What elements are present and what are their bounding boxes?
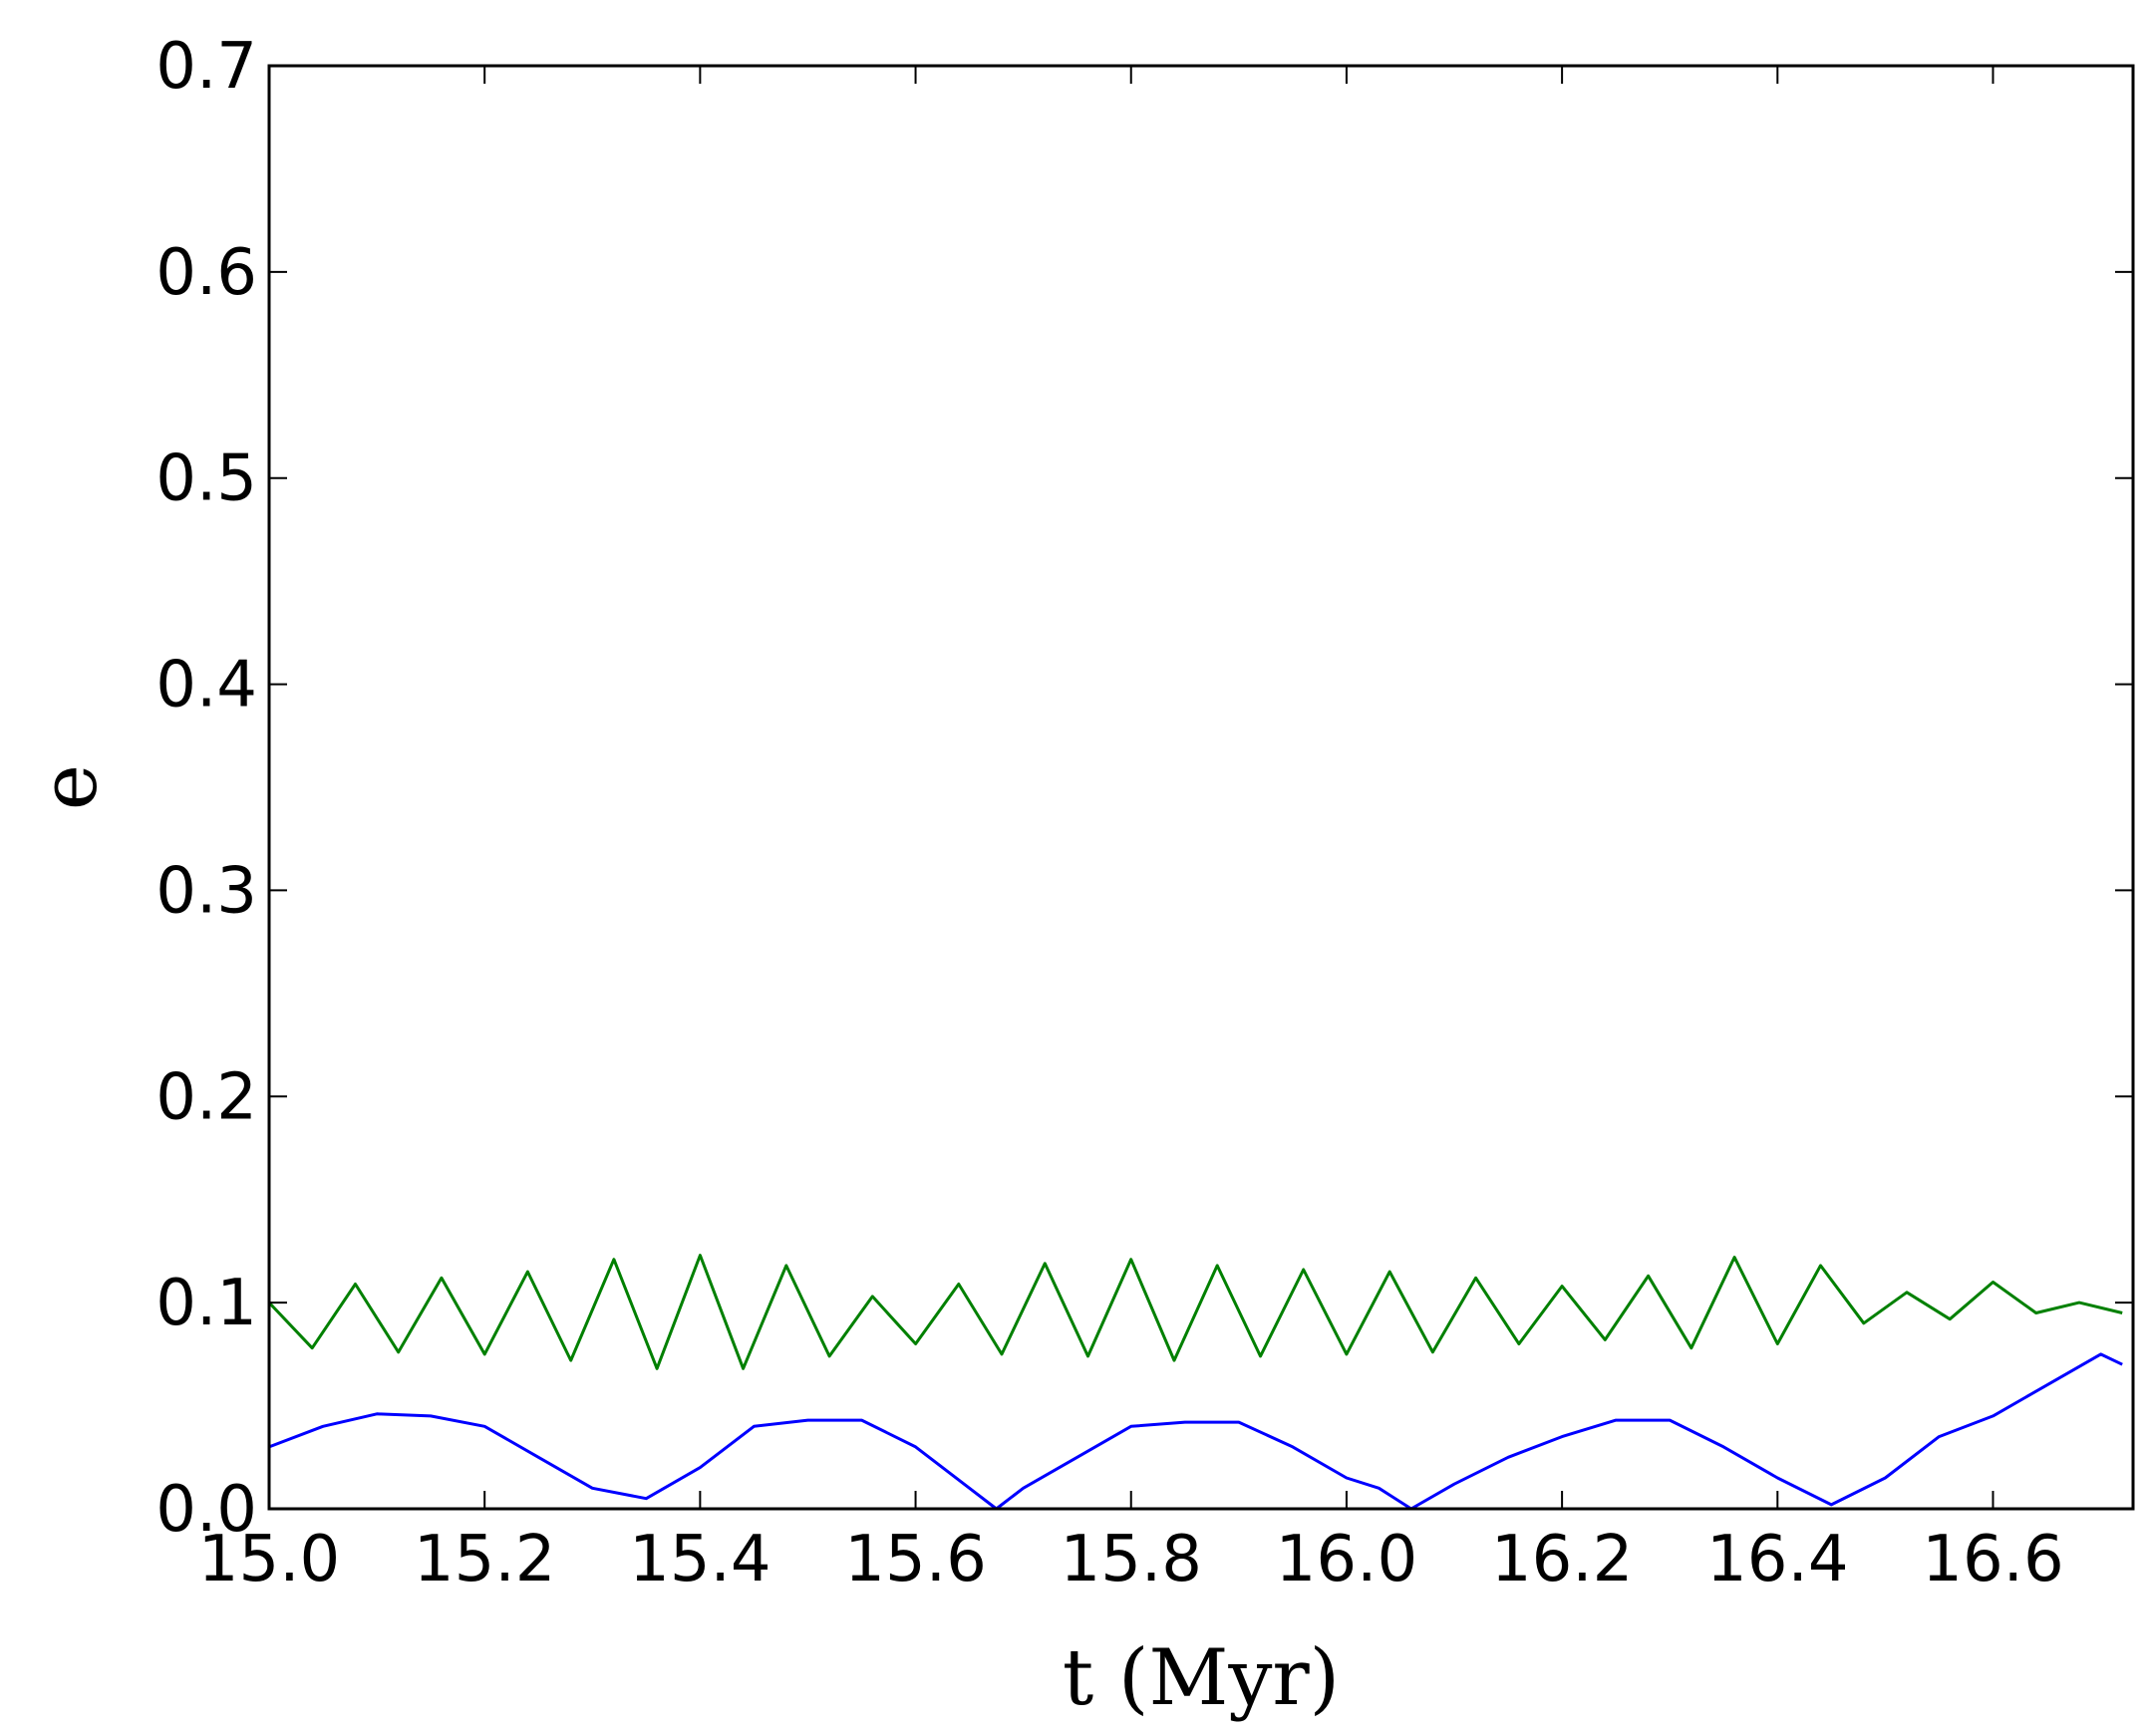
- y-tick-label: 0.4: [155, 649, 257, 723]
- series-line-1: [267, 1254, 2123, 1370]
- x-tick-label: 15.8: [1060, 1523, 1202, 1596]
- tick-layer: 15.0 15.2 15.4 15.6 15.8 16.0 16.2 16.4 16.6 0.0 0…: [155, 30, 2133, 1596]
- plot-frame: [267, 64, 2135, 1511]
- x-axis-label: t (Myr): [1063, 1633, 1340, 1723]
- y-tick-label: 0.3: [155, 854, 257, 928]
- y-tick-label: 0.5: [155, 442, 257, 516]
- series-layer: [267, 1254, 2123, 1511]
- y-tick-label: 0.6: [155, 236, 257, 310]
- x-tick-label: 15.0: [198, 1523, 341, 1596]
- y-axis-label: e: [25, 764, 115, 810]
- x-tick-label: 15.6: [844, 1523, 987, 1596]
- x-tick-label: 16.6: [1922, 1523, 2064, 1596]
- x-tick-label: 16.0: [1276, 1523, 1418, 1596]
- x-tick-label: 16.2: [1491, 1523, 1634, 1596]
- x-tick-label: 16.4: [1706, 1523, 1849, 1596]
- y-tick-label: 0.0: [155, 1473, 257, 1547]
- y-tick-label: 0.7: [155, 30, 257, 104]
- x-tick-label: 15.2: [414, 1523, 556, 1596]
- y-tick-label: 0.1: [155, 1267, 257, 1340]
- x-tick-label: 15.4: [629, 1523, 771, 1596]
- series-line-0: [268, 1352, 2123, 1511]
- y-tick-label: 0.2: [155, 1060, 257, 1134]
